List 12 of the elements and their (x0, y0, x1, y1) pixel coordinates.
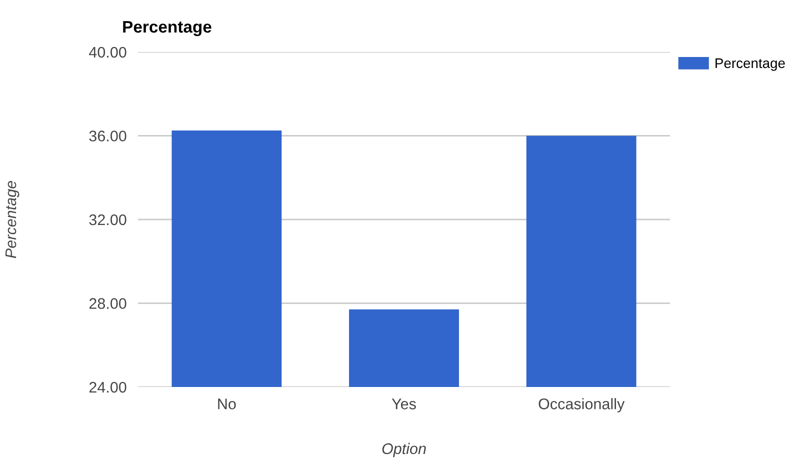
y-tick-label: 28.00 (89, 298, 126, 309)
y-tick-label: 32.00 (89, 214, 126, 226)
x-tick-label: Yes (392, 398, 416, 410)
legend-label: Percentage (716, 58, 785, 71)
x-tick-label: Occasionally (538, 398, 625, 412)
y-tick-label: 40.00 (89, 46, 126, 58)
x-tick-label: No (218, 398, 236, 410)
x-axis-title: Option (382, 442, 426, 458)
y-tick-label: 36.00 (89, 130, 126, 142)
y-tick-label: 24.00 (89, 382, 126, 393)
chart-title: Percentage (123, 21, 212, 36)
y-axis-title: Percentage (6, 180, 20, 258)
